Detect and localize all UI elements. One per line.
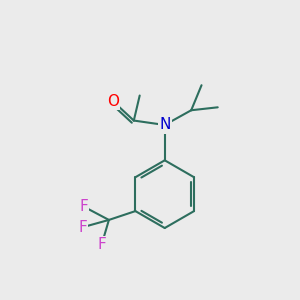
Text: O: O — [107, 94, 119, 109]
Text: F: F — [80, 199, 88, 214]
Text: N: N — [159, 118, 170, 133]
Text: F: F — [97, 238, 106, 253]
Text: F: F — [78, 220, 87, 235]
